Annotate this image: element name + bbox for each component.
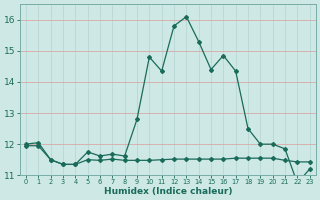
- X-axis label: Humidex (Indice chaleur): Humidex (Indice chaleur): [104, 187, 232, 196]
